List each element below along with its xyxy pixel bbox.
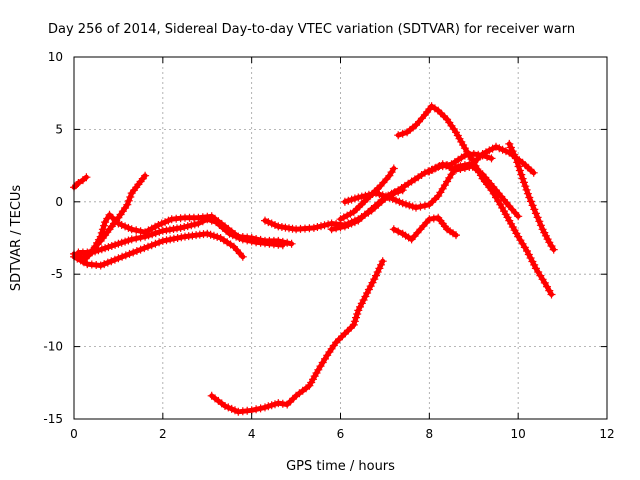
series-markers <box>78 210 296 266</box>
series-markers <box>207 257 387 416</box>
series-arc-1 <box>70 173 91 192</box>
x-tick-label: 4 <box>248 427 256 441</box>
x-axis-title: GPS time / hours <box>286 459 395 474</box>
series-markers <box>394 102 556 299</box>
plot-frame <box>73 56 608 420</box>
series-arc-14 <box>207 257 387 416</box>
x-tick-label: 2 <box>159 427 167 441</box>
series-arc-5 <box>78 210 296 266</box>
y-tick-label: 0 <box>55 195 63 209</box>
series-arc-6 <box>261 186 407 234</box>
series-arc-13 <box>505 139 558 254</box>
y-tick-label: 10 <box>48 50 63 64</box>
series-layer <box>70 102 558 416</box>
series-markers <box>389 213 460 244</box>
grid-layer <box>74 57 607 419</box>
chart-title: Day 256 of 2014, Sidereal Day-to-day VTE… <box>48 22 575 37</box>
x-tick-label: 12 <box>599 427 614 441</box>
y-tick-label: -10 <box>43 340 63 354</box>
x-tick-label: 6 <box>337 427 345 441</box>
x-tick-label: 0 <box>70 427 78 441</box>
series-markers <box>505 139 558 254</box>
y-tick-label: -5 <box>51 267 63 281</box>
y-axis-title: SDTVAR / TECUs <box>9 185 24 292</box>
y-tick-label: -15 <box>43 412 63 426</box>
series-arc-9 <box>340 160 523 221</box>
x-tick-label: 10 <box>511 427 526 441</box>
series-arc-11 <box>389 213 460 244</box>
x-tick-label: 8 <box>426 427 434 441</box>
axes-layer: 0 2 4 6 8 10 12 -15 -10 -5 0 5 10 <box>43 50 614 441</box>
y-tick-label: 5 <box>55 122 63 136</box>
series-line <box>391 215 459 242</box>
series-line <box>209 258 386 415</box>
